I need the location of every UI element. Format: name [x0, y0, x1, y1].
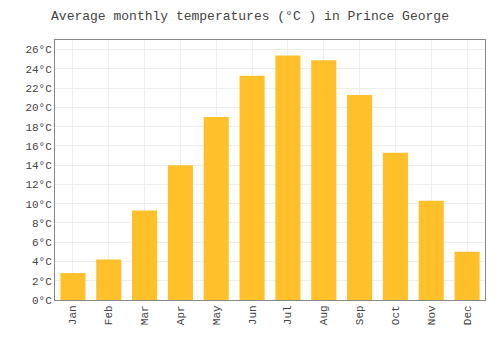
svg-text:12°C: 12°C [25, 179, 52, 191]
svg-text:May: May [211, 305, 223, 325]
svg-text:Sep: Sep [354, 305, 366, 325]
svg-text:26°C: 26°C [25, 44, 52, 56]
svg-text:8°C: 8°C [32, 218, 52, 230]
svg-text:Mar: Mar [139, 305, 151, 325]
svg-text:24°C: 24°C [25, 64, 52, 76]
svg-text:Feb: Feb [103, 305, 115, 325]
svg-text:0°C: 0°C [32, 295, 52, 307]
svg-text:14°C: 14°C [25, 160, 52, 172]
svg-text:20°C: 20°C [25, 102, 52, 114]
svg-text:18°C: 18°C [25, 122, 52, 134]
svg-text:22°C: 22°C [25, 83, 52, 95]
svg-text:2°C: 2°C [32, 276, 52, 288]
svg-text:6°C: 6°C [32, 237, 52, 249]
svg-text:Apr: Apr [175, 305, 187, 325]
svg-text:10°C: 10°C [25, 199, 52, 211]
svg-text:Oct: Oct [390, 305, 402, 325]
svg-text:Average monthly temperatures (: Average monthly temperatures (°C ) in Pr… [51, 9, 449, 24]
svg-text:16°C: 16°C [25, 141, 52, 153]
svg-text:Jul: Jul [282, 305, 294, 325]
svg-text:4°C: 4°C [32, 256, 52, 268]
svg-text:Nov: Nov [426, 305, 438, 325]
svg-text:Jun: Jun [247, 305, 259, 325]
svg-text:Aug: Aug [318, 305, 330, 325]
svg-text:Dec: Dec [462, 305, 474, 325]
svg-text:Jan: Jan [67, 305, 79, 325]
